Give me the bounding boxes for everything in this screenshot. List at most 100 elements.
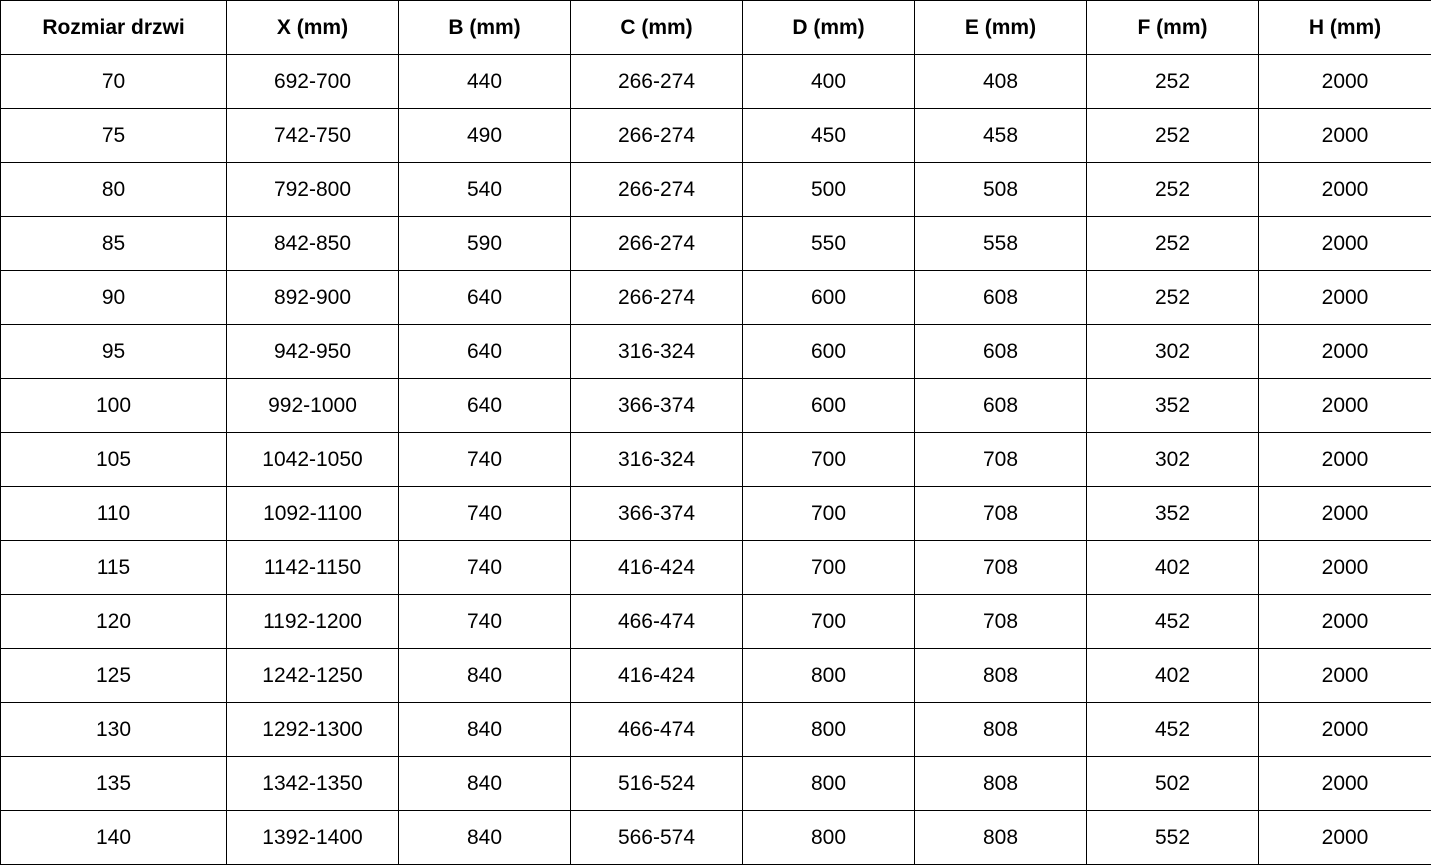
table-cell: 316-324 [570,324,743,379]
table-cell: 252 [1086,54,1259,109]
table-row: 125 1242-1250 840 416-424 800 808 402 2000 [0,648,1431,703]
table-cell: 450 [742,108,915,163]
table-cell: 366-374 [570,378,743,433]
table-cell: 808 [914,810,1087,865]
table-cell: 352 [1086,486,1259,541]
table-cell: 708 [914,540,1087,595]
table-cell: 740 [398,432,571,487]
table-cell: 992-1000 [226,378,399,433]
table-cell: 80 [0,162,227,217]
table-cell: 508 [914,162,1087,217]
table-cell: 840 [398,756,571,811]
table-cell: 1142-1150 [226,540,399,595]
table-cell: 840 [398,648,571,703]
table-cell: 2000 [1258,756,1431,811]
column-header: Rozmiar drzwi [0,0,227,55]
table-cell: 892-900 [226,270,399,325]
table-cell: 252 [1086,216,1259,271]
table-cell: 252 [1086,270,1259,325]
table-cell: 792-800 [226,162,399,217]
table-cell: 740 [398,540,571,595]
table-cell: 552 [1086,810,1259,865]
table-cell: 2000 [1258,270,1431,325]
table-row: 140 1392-1400 840 566-574 800 808 552 2000 [0,810,1431,865]
table-cell: 70 [0,54,227,109]
table-cell: 2000 [1258,594,1431,649]
table-cell: 452 [1086,594,1259,649]
table-cell: 402 [1086,540,1259,595]
table-cell: 95 [0,324,227,379]
table-cell: 115 [0,540,227,595]
table-cell: 700 [742,540,915,595]
table-row: 95 942-950 640 316-324 600 608 302 2000 [0,324,1431,379]
table-row: 130 1292-1300 840 466-474 800 808 452 2000 [0,702,1431,757]
table-cell: 1242-1250 [226,648,399,703]
table-cell: 1292-1300 [226,702,399,757]
table-cell: 808 [914,756,1087,811]
table-body: 70 692-700 440 266-274 400 408 252 2000 75 742-75… [0,54,1431,865]
table-row: 120 1192-1200 740 466-474 700 708 452 2000 [0,594,1431,649]
table-cell: 608 [914,270,1087,325]
table-cell: 800 [742,648,915,703]
table-cell: 558 [914,216,1087,271]
column-header: B (mm) [398,0,571,55]
table-cell: 608 [914,324,1087,379]
table-cell: 692-700 [226,54,399,109]
column-header: D (mm) [742,0,915,55]
table-cell: 2000 [1258,540,1431,595]
table-cell: 800 [742,702,915,757]
table-row: 115 1142-1150 740 416-424 700 708 402 2000 [0,540,1431,595]
table-row: 135 1342-1350 840 516-524 800 808 502 2000 [0,756,1431,811]
table-cell: 740 [398,594,571,649]
table-cell: 2000 [1258,432,1431,487]
table-cell: 808 [914,702,1087,757]
table-cell: 2000 [1258,324,1431,379]
table-cell: 440 [398,54,571,109]
column-header: H (mm) [1258,0,1431,55]
column-header: X (mm) [226,0,399,55]
table-row: 70 692-700 440 266-274 400 408 252 2000 [0,54,1431,109]
table-cell: 502 [1086,756,1259,811]
table-cell: 120 [0,594,227,649]
table-cell: 700 [742,432,915,487]
column-header: C (mm) [570,0,743,55]
table-cell: 590 [398,216,571,271]
table-cell: 302 [1086,432,1259,487]
table-cell: 366-374 [570,486,743,541]
table-cell: 452 [1086,702,1259,757]
table-cell: 130 [0,702,227,757]
table-cell: 516-524 [570,756,743,811]
table-cell: 252 [1086,162,1259,217]
table-cell: 808 [914,648,1087,703]
table-row: 110 1092-1100 740 366-374 700 708 352 2000 [0,486,1431,541]
table-cell: 540 [398,162,571,217]
table-cell: 85 [0,216,227,271]
table-cell: 302 [1086,324,1259,379]
table-cell: 700 [742,486,915,541]
column-header: F (mm) [1086,0,1259,55]
table-cell: 266-274 [570,216,743,271]
table-cell: 266-274 [570,108,743,163]
table-row: 105 1042-1050 740 316-324 700 708 302 2000 [0,432,1431,487]
table-cell: 1092-1100 [226,486,399,541]
table-cell: 252 [1086,108,1259,163]
table-cell: 640 [398,270,571,325]
table-cell: 140 [0,810,227,865]
table-cell: 842-850 [226,216,399,271]
table-cell: 266-274 [570,162,743,217]
column-header: E (mm) [914,0,1087,55]
table-cell: 316-324 [570,432,743,487]
table-cell: 1042-1050 [226,432,399,487]
table-row: 75 742-750 490 266-274 450 458 252 2000 [0,108,1431,163]
table-cell: 466-474 [570,594,743,649]
table-cell: 742-750 [226,108,399,163]
table-cell: 402 [1086,648,1259,703]
table-cell: 640 [398,378,571,433]
table-cell: 266-274 [570,270,743,325]
table-cell: 2000 [1258,162,1431,217]
table-row: 85 842-850 590 266-274 550 558 252 2000 [0,216,1431,271]
table-cell: 2000 [1258,54,1431,109]
table-cell: 90 [0,270,227,325]
header-row: Rozmiar drzwi X (mm) B (mm) C (mm) D (mm) E (… [0,0,1431,55]
